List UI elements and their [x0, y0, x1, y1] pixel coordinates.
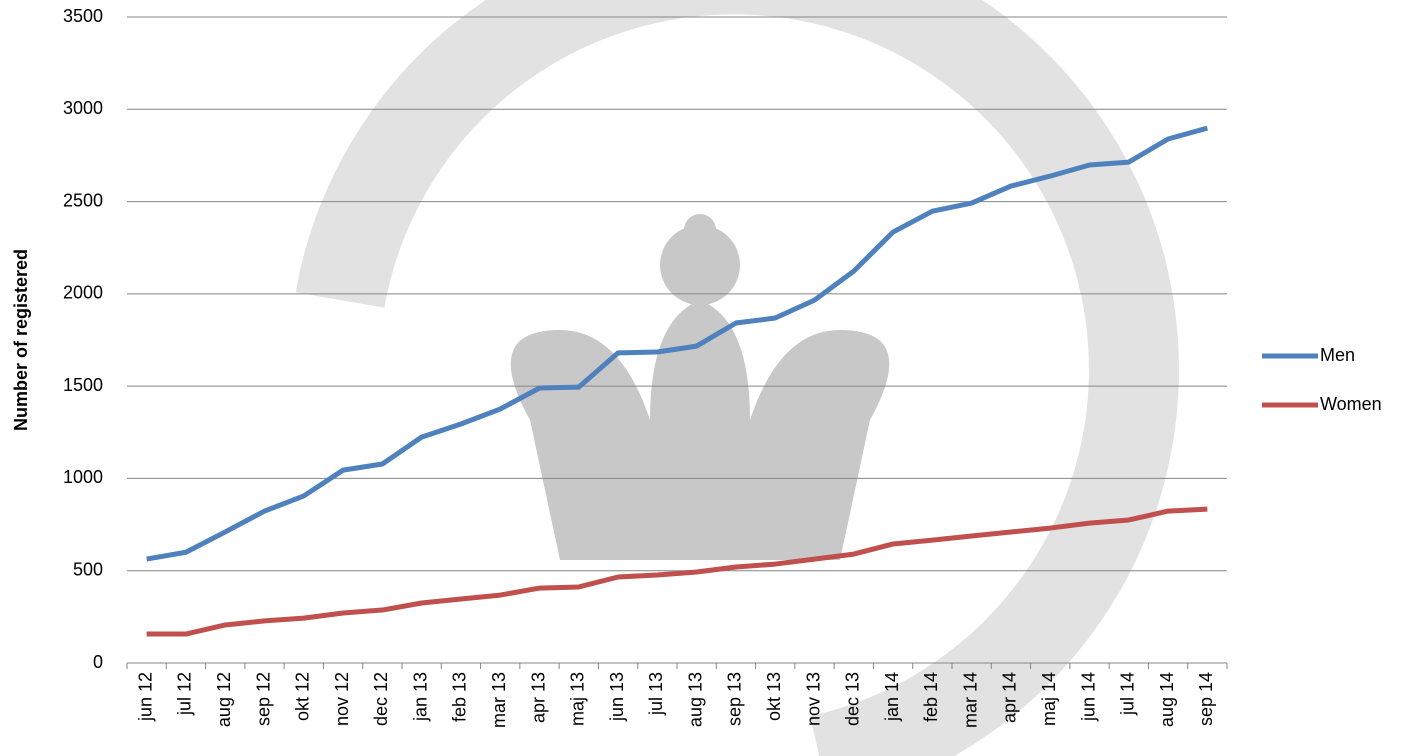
x-tick-label: jul 12 [175, 672, 195, 716]
x-tick-label: jul 14 [1118, 672, 1138, 716]
x-tick-label: aug 14 [1157, 672, 1177, 727]
x-tick-label: mar 13 [489, 672, 509, 728]
x-tick-label: jun 14 [1078, 672, 1098, 722]
x-tick-label: jun 12 [135, 672, 155, 722]
y-tick-label: 1000 [63, 467, 103, 487]
y-tick-label: 1500 [63, 375, 103, 395]
x-tick-label: sep 14 [1196, 672, 1216, 726]
x-tick-label: apr 13 [528, 672, 548, 723]
x-tick-label: apr 14 [1000, 672, 1020, 723]
page: Number of registered 0 500 1000 1500 2000 250… [0, 0, 1420, 756]
x-tick-label: okt 12 [293, 672, 313, 721]
y-tick-label: 3500 [63, 6, 103, 26]
x-tick-label: feb 13 [450, 672, 470, 722]
x-tick-label: sep 12 [253, 672, 273, 726]
x-tick-label: nov 12 [332, 672, 352, 726]
watermark-crown [511, 300, 889, 560]
x-tick-label: nov 13 [803, 672, 823, 726]
chart: Number of registered 0 500 1000 1500 2000 250… [0, 0, 1420, 756]
x-tick-label: maj 13 [568, 672, 588, 726]
x-tick-label: sep 13 [725, 672, 745, 726]
y-tick-label: 2500 [63, 190, 103, 210]
y-tick-label: 500 [73, 559, 103, 579]
y-tick-label: 0 [93, 652, 103, 672]
x-tick-label: jan 13 [410, 672, 430, 722]
legend-label: Men [1320, 345, 1355, 365]
x-tick-label: aug 13 [685, 672, 705, 727]
watermark [340, 0, 1134, 756]
watermark-cross [684, 214, 716, 246]
y-tick-label: 3000 [63, 98, 103, 118]
x-tick-label: jun 13 [607, 672, 627, 722]
x-tick-label: maj 14 [1039, 672, 1059, 726]
x-tick-label: jul 13 [646, 672, 666, 716]
legend-label: Women [1320, 394, 1382, 414]
x-tick-label: dec 12 [371, 672, 391, 726]
y-axis-label: Number of registered [11, 249, 31, 431]
y-tick-label: 2000 [63, 283, 103, 303]
x-tick-label: feb 14 [921, 672, 941, 722]
x-tick-label: jan 14 [882, 672, 902, 722]
x-tick-label: dec 13 [843, 672, 863, 726]
x-tick-label: okt 13 [764, 672, 784, 721]
x-tick-label: mar 14 [960, 672, 980, 728]
x-tick-label: aug 12 [214, 672, 234, 727]
